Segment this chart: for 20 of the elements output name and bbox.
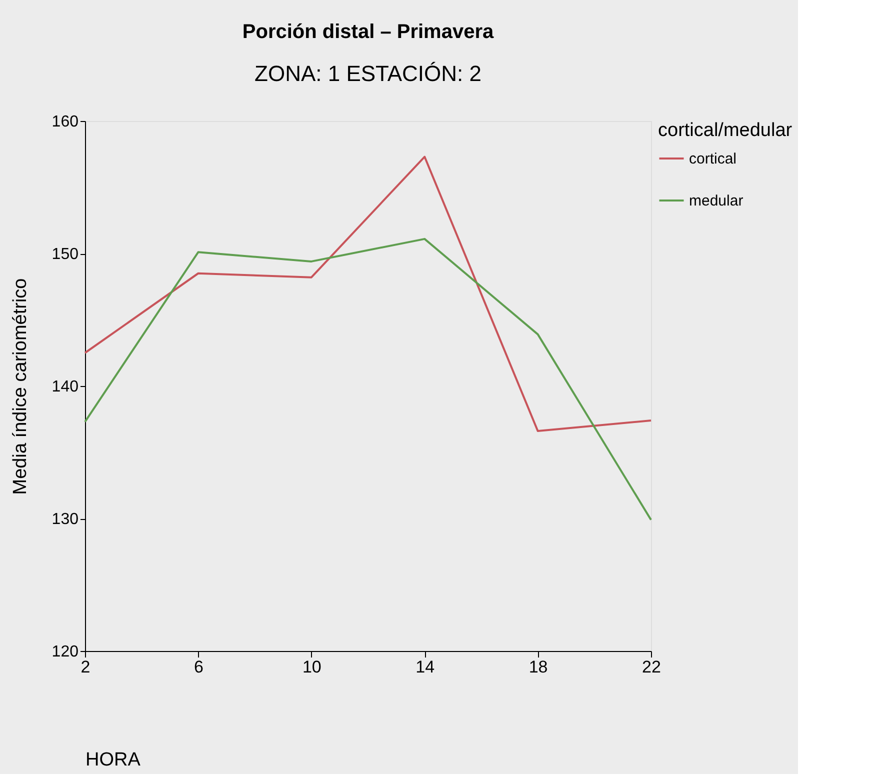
x-tick-label: 6 bbox=[194, 658, 204, 676]
line-series bbox=[84, 156, 652, 432]
x-tick-label: 22 bbox=[642, 658, 661, 676]
chart-title: Porción distal – Primavera bbox=[242, 21, 494, 43]
line-series bbox=[84, 238, 652, 521]
y-tick-label: 130 bbox=[52, 511, 79, 528]
chart-subtitle: ZONA: 1 ESTACIÓN: 2 bbox=[254, 61, 482, 86]
x-tick-label: 2 bbox=[80, 658, 90, 676]
x-tick-label: 18 bbox=[528, 658, 548, 676]
legend-title: cortical/medular bbox=[658, 120, 793, 141]
legend-label: medular bbox=[689, 192, 744, 210]
y-tick-label: 150 bbox=[52, 246, 79, 263]
y-tick-label: 160 bbox=[52, 114, 79, 130]
x-tick-label: 10 bbox=[302, 658, 322, 676]
y-axis-title: Media índice cariométrico bbox=[10, 278, 31, 495]
y-tick-label: 120 bbox=[52, 644, 79, 660]
y-tick-label: 140 bbox=[52, 378, 79, 396]
x-tick-label: 14 bbox=[416, 658, 435, 676]
x-axis-title: HORA bbox=[86, 750, 141, 770]
legend-label: cortical bbox=[689, 150, 737, 168]
